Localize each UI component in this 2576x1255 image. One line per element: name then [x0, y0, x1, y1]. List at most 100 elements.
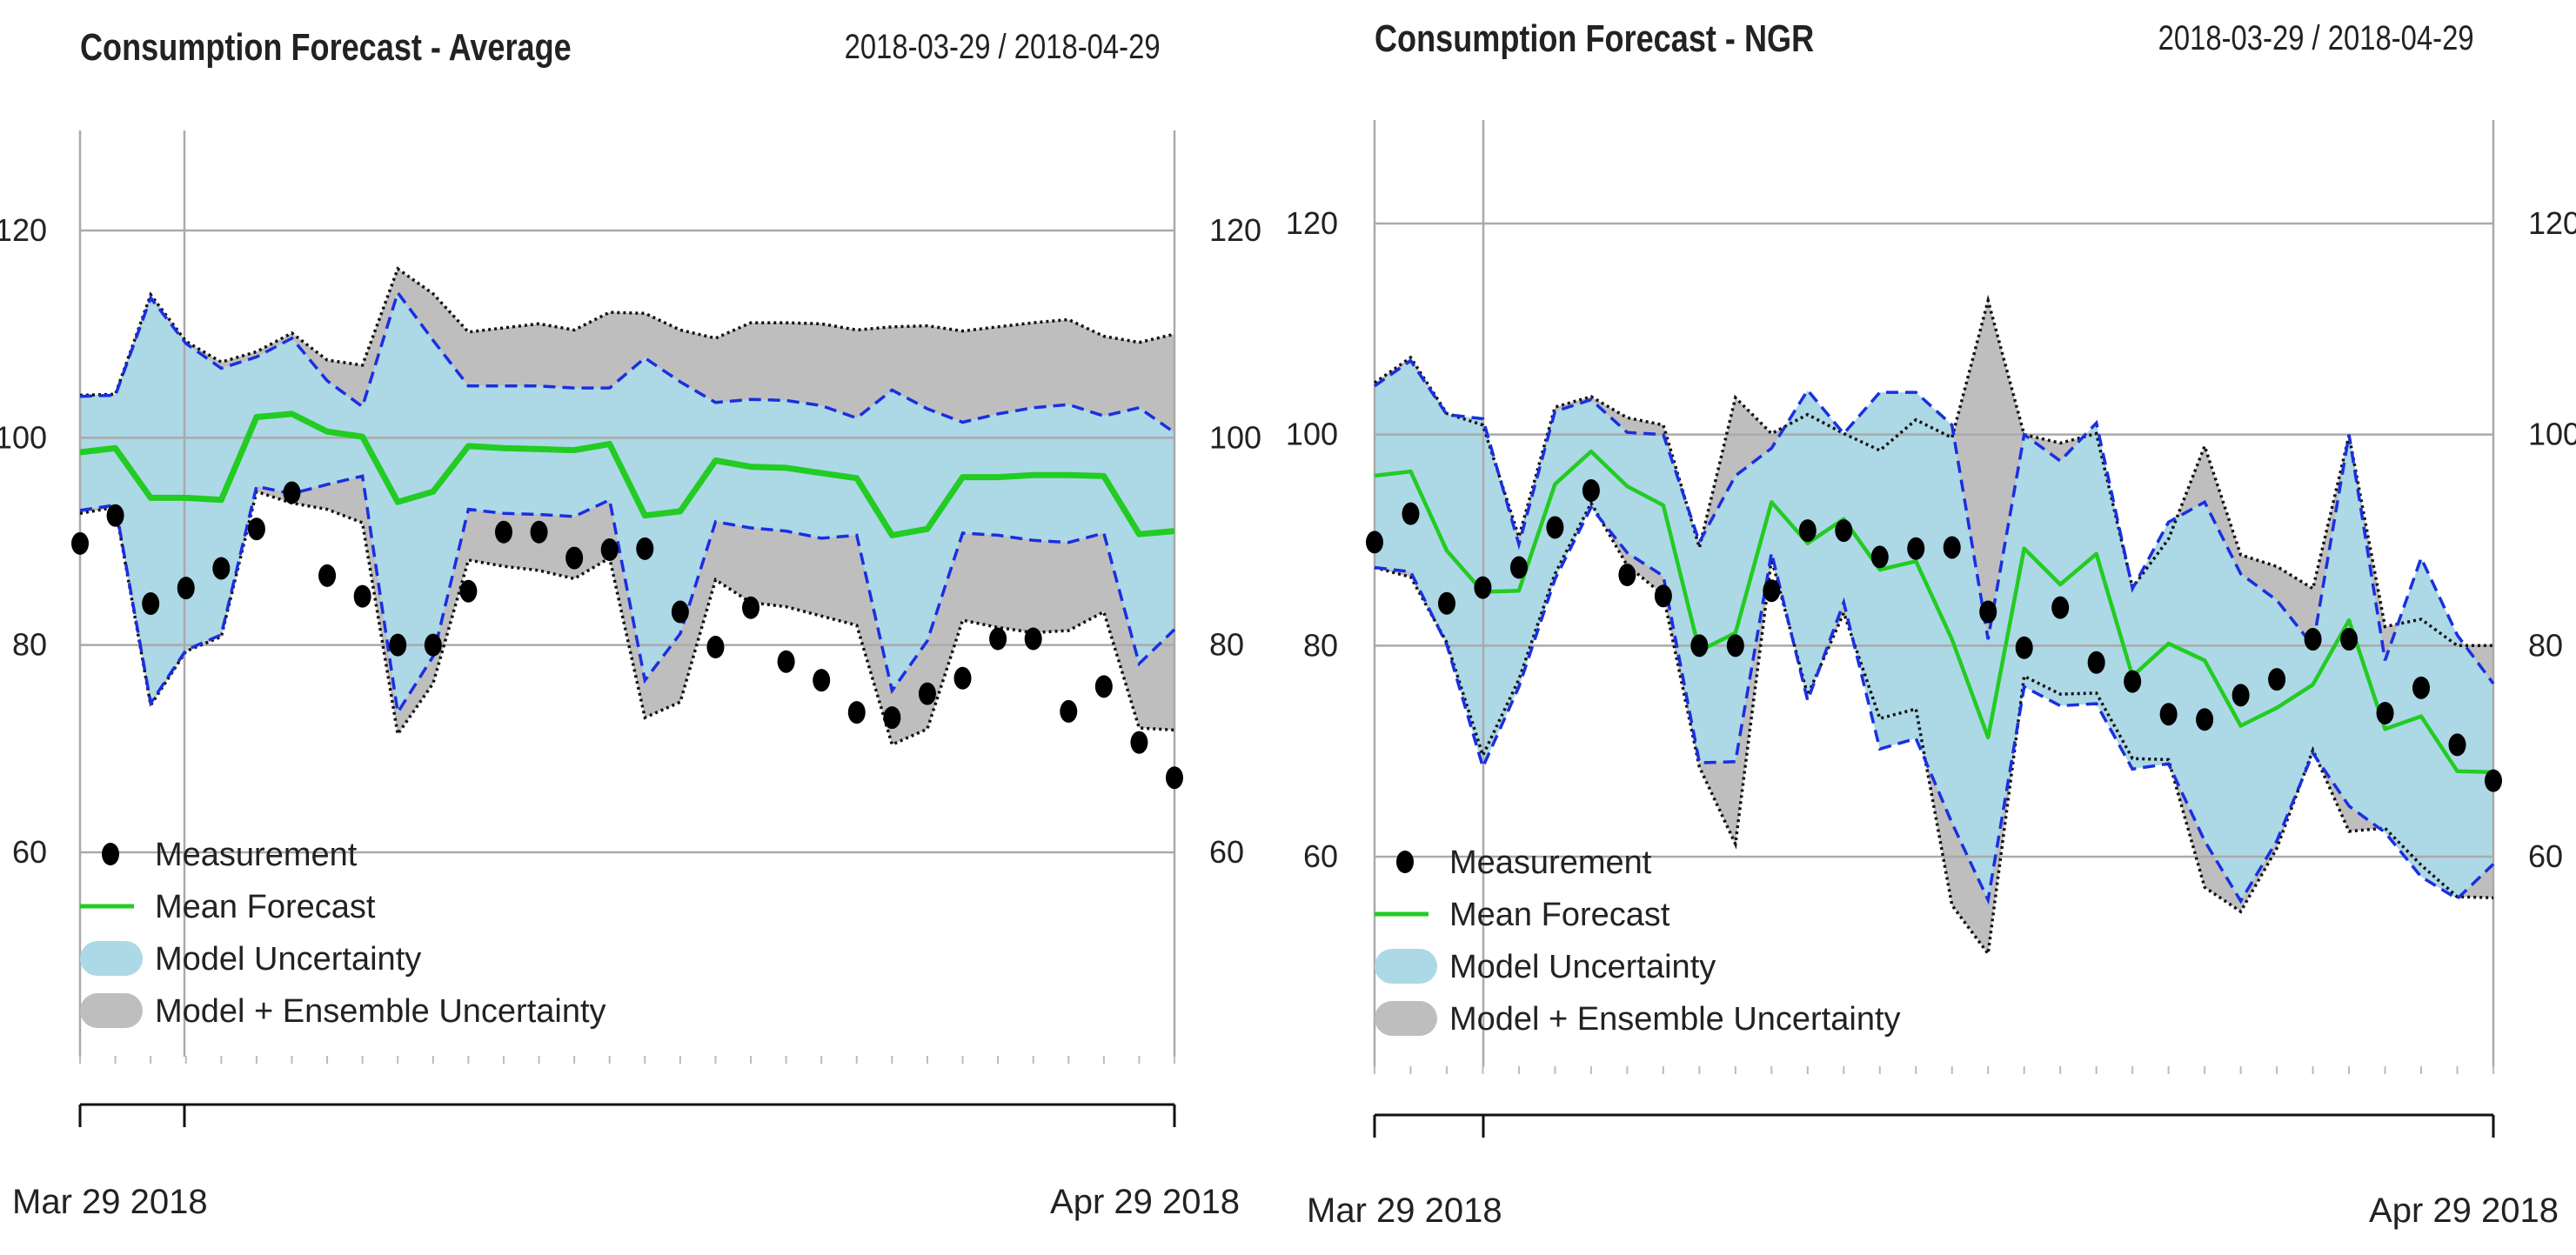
measurement-point — [459, 579, 478, 603]
measurement-point — [2051, 596, 2070, 619]
ensemble-lower-bound — [79, 490, 1175, 747]
measurement-point — [177, 577, 195, 600]
chart-average: 60 60 80 80 100 100 120 120 Mar 29 2018 Apr 29 20… — [0, 130, 1261, 1221]
measurement-point — [1130, 731, 1148, 754]
measurement-point — [742, 596, 760, 619]
measurement-point — [1907, 537, 1925, 560]
measurement-point — [1763, 579, 1781, 603]
measurement-point — [2448, 733, 2466, 757]
model-lower-bound — [1374, 504, 2495, 905]
measurement-point — [283, 481, 301, 504]
measurement-point — [989, 627, 1007, 651]
measurement-point — [2412, 676, 2431, 699]
measurement-point — [1582, 478, 1600, 502]
ensemble-lower-bound — [1374, 499, 2494, 958]
legend-label: Mean Forecast — [155, 889, 376, 925]
legend-model-uncertainty-symbol — [80, 941, 143, 976]
measurement-point — [2376, 701, 2394, 724]
chart-date-range-average: 2018-03-29 / 2018-04-29 — [845, 28, 1161, 66]
measurement-point — [1024, 627, 1042, 651]
ensemble-upper-bound — [1373, 294, 2493, 648]
measurement-point — [2159, 703, 2178, 726]
measurement-point — [1402, 502, 1420, 525]
measurement-point — [212, 557, 231, 580]
measurement-point — [2485, 769, 2502, 792]
measurement-point — [565, 546, 584, 570]
measurement-point — [1166, 766, 1183, 790]
model-uncertainty-band — [80, 292, 1174, 713]
chart-date-range-ngr: 2018-03-29 / 2018-04-29 — [2158, 19, 2474, 57]
measurement-point — [883, 706, 901, 730]
measurement-point — [1798, 519, 1817, 543]
legend-label: Model Uncertainty — [155, 941, 421, 978]
measurement-point — [318, 564, 337, 587]
y-tick-label-right: 60 — [2528, 838, 2563, 874]
measurement-point — [1094, 675, 1113, 698]
measurement-point — [1870, 545, 1889, 569]
y-tick-label-left: 60 — [1303, 838, 1338, 874]
measurement-point — [1690, 634, 1709, 658]
y-tick-label-right: 60 — [1209, 834, 1244, 870]
measurement-point — [813, 669, 831, 692]
y-tick-label-right: 120 — [2528, 205, 2576, 241]
measurement-point — [1654, 584, 1672, 608]
measurement-point — [2268, 668, 2286, 691]
ensemble-upper-bound — [79, 266, 1175, 397]
chart-ngr: 60 60 80 80 100 100 120 120 Mar 29 2018 Apr 29 20… — [1286, 120, 2576, 1230]
legend-ensemble-uncertainty-symbol — [1375, 1001, 1437, 1036]
legend-measurement-symbol — [1396, 851, 1414, 873]
legend-model-uncertainty-symbol — [1375, 949, 1437, 984]
measurement-point — [389, 633, 407, 657]
y-tick-label-right: 120 — [1209, 212, 1261, 248]
measurement-point — [918, 682, 936, 705]
measurement-point — [494, 520, 512, 544]
measurement-point — [353, 584, 371, 608]
measurement-point — [1943, 536, 1961, 559]
measurement-point — [1618, 564, 1636, 587]
y-tick-label-left: 120 — [1286, 205, 1338, 241]
measurement-point — [2196, 708, 2214, 731]
measurement-point — [847, 701, 866, 724]
measurement-point — [1835, 519, 1853, 543]
measurement-point — [706, 636, 725, 659]
measurement-point — [2340, 628, 2359, 651]
measurement-point — [1437, 591, 1455, 615]
measurement-point — [247, 517, 265, 541]
legend-label: Model Uncertainty — [1449, 949, 1716, 985]
legend-label: Mean Forecast — [1449, 897, 1670, 933]
measurement-point — [636, 537, 654, 560]
measurement-point — [600, 538, 619, 562]
measurement-point — [671, 600, 689, 624]
x-tick-label: Mar 29 2018 — [1307, 1192, 1502, 1230]
y-tick-label-left: 80 — [12, 627, 47, 663]
y-tick-label-left: 120 — [0, 212, 47, 248]
measurement-point — [1546, 516, 1564, 539]
measurement-point — [2087, 651, 2105, 674]
measurement-point — [2231, 684, 2250, 707]
measurement-point — [1509, 556, 1528, 579]
measurement-point — [953, 666, 972, 690]
legend-ensemble-uncertainty-symbol — [80, 993, 143, 1028]
model-lower-bound — [79, 474, 1176, 718]
y-tick-label-right: 100 — [2528, 417, 2576, 452]
measurement-point — [1979, 600, 1997, 624]
measurement-point — [2304, 628, 2322, 651]
y-tick-label-left: 100 — [1286, 417, 1338, 452]
measurement-point — [2015, 636, 2033, 659]
y-tick-label-right: 80 — [1209, 627, 1244, 663]
y-tick-label-left: 100 — [0, 419, 47, 455]
measurement-point — [1060, 699, 1078, 723]
measurement-point — [424, 633, 442, 657]
measurement-point — [1726, 634, 1744, 658]
measurement-point — [142, 592, 160, 615]
measurement-point — [1366, 531, 1383, 554]
chart-title-ngr: Consumption Forecast - NGR — [1375, 17, 1815, 60]
x-tick-label: Apr 29 2018 — [1050, 1183, 1240, 1221]
mean-forecast-line — [1374, 449, 2494, 775]
legend-label: Model + Ensemble Uncertainty — [155, 993, 606, 1030]
measurement-point — [106, 504, 124, 527]
measurement-point — [530, 520, 548, 544]
measurement-point — [777, 650, 795, 673]
